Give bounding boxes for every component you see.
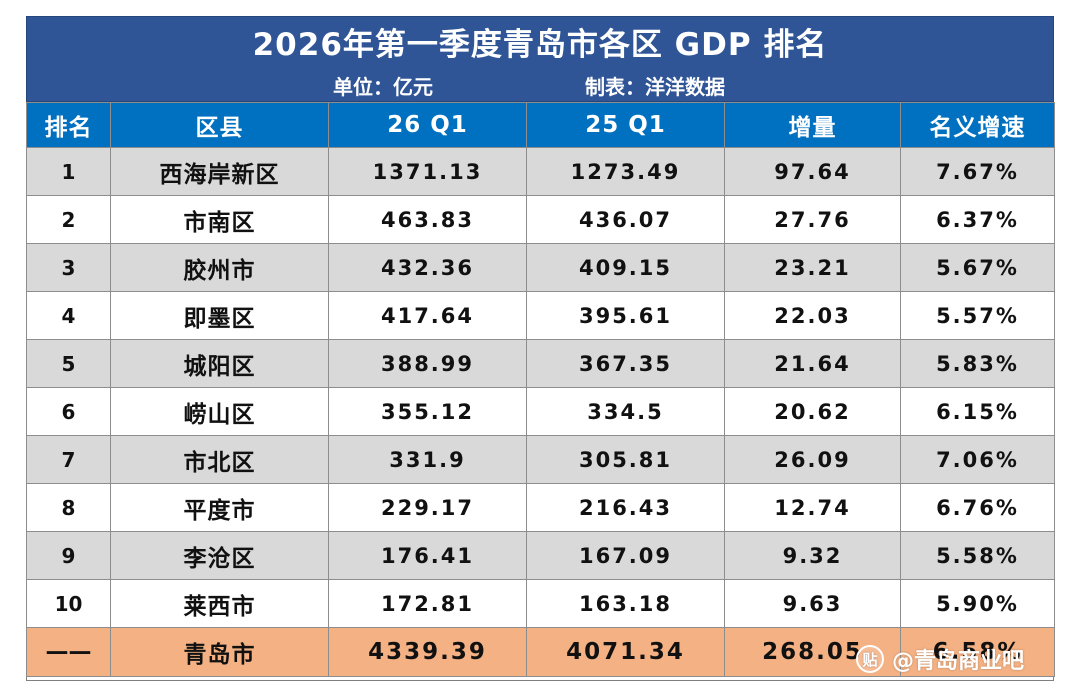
district-cell: 市北区 <box>110 435 329 484</box>
table-row: 4 即墨区 417.64 395.61 22.03 5.57% <box>26 291 1055 340</box>
q25-cell: 395.61 <box>526 291 725 340</box>
column-header-26q1: 26 Q1 <box>328 102 527 148</box>
q26-cell: 463.83 <box>328 195 527 244</box>
table-row: 10 莱西市 172.81 163.18 9.63 5.90% <box>26 579 1055 628</box>
table-header-row: 排名 区县 26 Q1 25 Q1 增量 名义增速 <box>26 102 1055 148</box>
district-cell: 李沧区 <box>110 531 329 580</box>
growth-cell: 5.90% <box>900 579 1055 628</box>
growth-cell: 5.57% <box>900 291 1055 340</box>
q25-cell: 216.43 <box>526 483 725 532</box>
rank-cell: 3 <box>26 243 111 292</box>
district-cell: 即墨区 <box>110 291 329 340</box>
q25-cell: 1273.49 <box>526 147 725 196</box>
table-row: 6 崂山区 355.12 334.5 20.62 6.15% <box>26 387 1055 436</box>
rank-cell: 7 <box>26 435 111 484</box>
total-q25-cell: 4071.34 <box>526 627 725 677</box>
q26-cell: 229.17 <box>328 483 527 532</box>
q26-cell: 331.9 <box>328 435 527 484</box>
q25-cell: 334.5 <box>526 387 725 436</box>
total-district-cell: 青岛市 <box>110 627 329 677</box>
maker-label: 制表：洋洋数据 <box>585 75 725 99</box>
total-growth-cell: 6.58% <box>900 627 1055 677</box>
column-header-rank: 排名 <box>26 102 111 148</box>
q25-cell: 167.09 <box>526 531 725 580</box>
rank-cell: 10 <box>26 579 111 628</box>
increase-cell: 22.03 <box>724 291 901 340</box>
district-cell: 西海岸新区 <box>110 147 329 196</box>
increase-cell: 97.64 <box>724 147 901 196</box>
q26-cell: 388.99 <box>328 339 527 388</box>
table-row: 5 城阳区 388.99 367.35 21.64 5.83% <box>26 339 1055 388</box>
increase-cell: 23.21 <box>724 243 901 292</box>
q26-cell: 172.81 <box>328 579 527 628</box>
growth-cell: 6.15% <box>900 387 1055 436</box>
q26-cell: 417.64 <box>328 291 527 340</box>
increase-cell: 27.76 <box>724 195 901 244</box>
table-row: 2 市南区 463.83 436.07 27.76 6.37% <box>26 195 1055 244</box>
table-row: 7 市北区 331.9 305.81 26.09 7.06% <box>26 435 1055 484</box>
growth-cell: 5.58% <box>900 531 1055 580</box>
district-cell: 崂山区 <box>110 387 329 436</box>
unit-label: 单位：亿元 <box>333 75 433 99</box>
district-cell: 莱西市 <box>110 579 329 628</box>
increase-cell: 26.09 <box>724 435 901 484</box>
table-row: 1 西海岸新区 1371.13 1273.49 97.64 7.67% <box>26 147 1055 196</box>
growth-cell: 5.83% <box>900 339 1055 388</box>
table-row: 9 李沧区 176.41 167.09 9.32 5.58% <box>26 531 1055 580</box>
q26-cell: 1371.13 <box>328 147 527 196</box>
table-row: 8 平度市 229.17 216.43 12.74 6.76% <box>26 483 1055 532</box>
q25-cell: 305.81 <box>526 435 725 484</box>
q25-cell: 436.07 <box>526 195 725 244</box>
growth-cell: 6.76% <box>900 483 1055 532</box>
rank-cell: 8 <box>26 483 111 532</box>
increase-cell: 9.63 <box>724 579 901 628</box>
q25-cell: 367.35 <box>526 339 725 388</box>
district-cell: 市南区 <box>110 195 329 244</box>
total-rank-cell: —— <box>26 627 111 677</box>
q25-cell: 409.15 <box>526 243 725 292</box>
total-row: —— 青岛市 4339.39 4071.34 268.05 6.58% <box>26 627 1055 677</box>
rank-cell: 2 <box>26 195 111 244</box>
rank-cell: 5 <box>26 339 111 388</box>
rank-cell: 4 <box>26 291 111 340</box>
q26-cell: 432.36 <box>328 243 527 292</box>
column-header-growth: 名义增速 <box>900 102 1055 148</box>
increase-cell: 9.32 <box>724 531 901 580</box>
gdp-ranking-table: 排名 区县 26 Q1 25 Q1 增量 名义增速 1 西海岸新区 1371.1… <box>26 102 1055 677</box>
increase-cell: 12.74 <box>724 483 901 532</box>
growth-cell: 7.06% <box>900 435 1055 484</box>
q26-cell: 176.41 <box>328 531 527 580</box>
growth-cell: 6.37% <box>900 195 1055 244</box>
table-row: 3 胶州市 432.36 409.15 23.21 5.67% <box>26 243 1055 292</box>
increase-cell: 20.62 <box>724 387 901 436</box>
rank-cell: 9 <box>26 531 111 580</box>
rank-cell: 6 <box>26 387 111 436</box>
q25-cell: 163.18 <box>526 579 725 628</box>
district-cell: 城阳区 <box>110 339 329 388</box>
q26-cell: 355.12 <box>328 387 527 436</box>
district-cell: 胶州市 <box>110 243 329 292</box>
rank-cell: 1 <box>26 147 111 196</box>
total-q26-cell: 4339.39 <box>328 627 527 677</box>
column-header-increase: 增量 <box>724 102 901 148</box>
column-header-district: 区县 <box>110 102 329 148</box>
title-banner: 2026年第一季度青岛市各区 GDP 排名 单位：亿元 制表：洋洋数据 <box>26 16 1054 102</box>
column-header-25q1: 25 Q1 <box>526 102 725 148</box>
district-cell: 平度市 <box>110 483 329 532</box>
growth-cell: 7.67% <box>900 147 1055 196</box>
growth-cell: 5.67% <box>900 243 1055 292</box>
page-title: 2026年第一季度青岛市各区 GDP 排名 <box>252 27 828 63</box>
total-increase-cell: 268.05 <box>724 627 901 677</box>
increase-cell: 21.64 <box>724 339 901 388</box>
